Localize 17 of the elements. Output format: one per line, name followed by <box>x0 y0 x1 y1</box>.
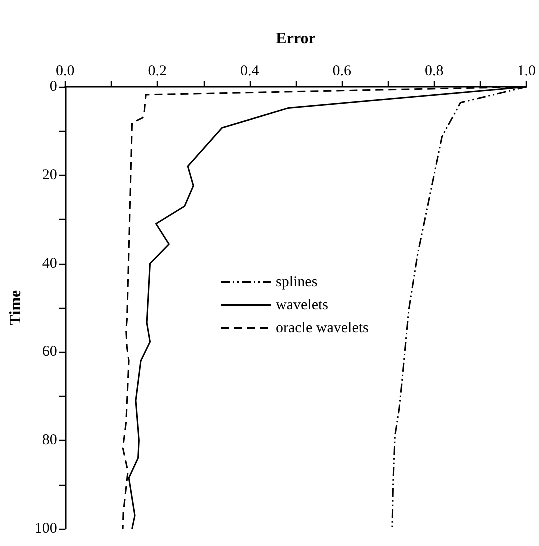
y-tick-label: 80 <box>42 432 58 449</box>
legend-label: oracle wavelets <box>276 320 370 336</box>
y-tick-label: 60 <box>42 344 58 360</box>
y-tick-label: 100 <box>34 521 58 537</box>
y-tick-label: 0 <box>50 79 58 95</box>
y-tick-label: 20 <box>42 167 58 184</box>
x-tick-label: 1.0 <box>517 64 536 80</box>
y-axis-title: Time <box>8 290 24 326</box>
legend-label: wavelets <box>276 298 329 314</box>
x-tick-label: 0.6 <box>332 64 352 80</box>
x-tick-label: 0.4 <box>240 64 260 80</box>
y-tick-label: 40 <box>42 256 58 272</box>
x-tick-label: 0.0 <box>56 64 75 80</box>
x-tick-label: 0.2 <box>148 64 168 80</box>
legend-label: splines <box>276 274 318 290</box>
x-tick-label: 0.8 <box>425 64 444 80</box>
x-axis-title: Error <box>276 30 316 48</box>
